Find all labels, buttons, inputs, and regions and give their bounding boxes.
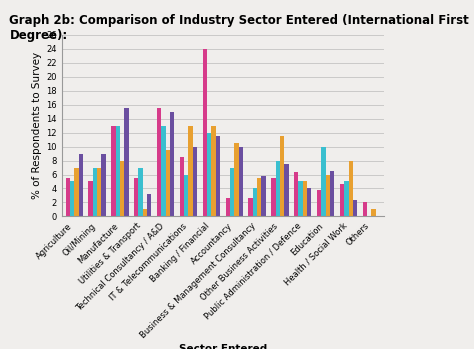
Bar	[101, 154, 106, 216]
Bar	[303, 181, 307, 216]
Bar	[257, 178, 262, 216]
Bar	[271, 178, 275, 216]
Bar	[184, 174, 189, 216]
Bar	[193, 147, 197, 216]
Bar	[120, 161, 124, 216]
Bar	[238, 147, 243, 216]
Bar	[189, 126, 193, 216]
Bar	[253, 188, 257, 216]
Bar	[216, 136, 220, 216]
Bar	[143, 209, 147, 216]
Bar	[284, 164, 289, 216]
Bar	[147, 194, 152, 216]
Bar	[170, 112, 174, 216]
Bar	[207, 133, 211, 216]
Bar	[275, 161, 280, 216]
Bar	[340, 184, 344, 216]
Bar	[79, 154, 83, 216]
Y-axis label: % of Respondents to Survey: % of Respondents to Survey	[32, 52, 42, 199]
Bar	[97, 168, 101, 216]
Bar	[165, 150, 170, 216]
Bar	[262, 176, 266, 216]
Text: Graph 2b: Comparison of Industry Sector Entered (International First Degree):: Graph 2b: Comparison of Industry Sector …	[9, 14, 469, 42]
Bar	[294, 172, 299, 216]
Bar	[161, 126, 165, 216]
Bar	[317, 190, 321, 216]
Bar	[116, 126, 120, 216]
Bar	[138, 168, 143, 216]
Bar	[157, 108, 161, 216]
Bar	[248, 198, 253, 216]
Bar	[280, 136, 284, 216]
Bar	[74, 168, 79, 216]
Bar	[299, 181, 303, 216]
Bar	[230, 168, 234, 216]
Bar	[180, 157, 184, 216]
Bar	[363, 202, 367, 216]
Bar	[348, 161, 353, 216]
Bar	[211, 126, 216, 216]
Bar	[134, 178, 138, 216]
Bar	[203, 49, 207, 216]
Bar	[124, 108, 128, 216]
Bar	[226, 198, 230, 216]
Bar	[93, 168, 97, 216]
Bar	[344, 181, 348, 216]
Bar	[70, 181, 74, 216]
Bar	[234, 143, 238, 216]
Bar	[88, 181, 93, 216]
Bar	[353, 200, 357, 216]
Bar	[307, 188, 311, 216]
Bar	[65, 178, 70, 216]
X-axis label: Sector Entered: Sector Entered	[179, 344, 267, 349]
Bar	[321, 147, 326, 216]
Bar	[330, 171, 334, 216]
Bar	[326, 174, 330, 216]
Bar	[371, 209, 376, 216]
Bar	[111, 126, 116, 216]
